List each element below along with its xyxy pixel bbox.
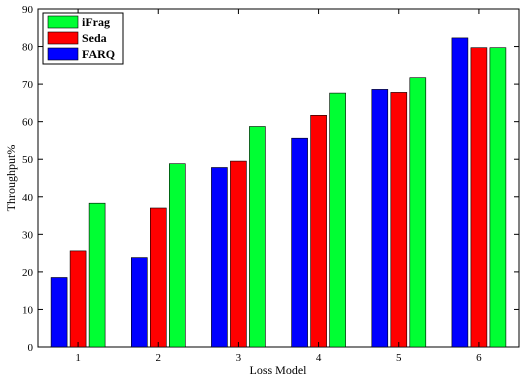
x-axis-label: Loss Model [250, 363, 308, 377]
bar-farq-4 [291, 137, 308, 348]
x-tick-label: 4 [316, 352, 322, 364]
bar-ifrag-5 [409, 77, 427, 348]
bar-seda-6 [470, 47, 488, 348]
legend-swatch-seda [47, 31, 79, 45]
bar-farq-3 [211, 167, 228, 348]
bar-ifrag-1 [88, 202, 106, 348]
legend: iFrag Seda FARQ [42, 12, 124, 65]
bar-seda-3 [230, 160, 247, 348]
legend-label-seda: Seda [82, 31, 107, 45]
y-tick-label: 10 [22, 304, 34, 316]
legend-label-farq: FARQ [82, 47, 115, 61]
y-axis-label: Throughput% [4, 145, 18, 212]
bar-seda-4 [310, 115, 327, 348]
plot-area [37, 8, 520, 348]
bar-ifrag-3 [249, 126, 266, 348]
legend-swatch-ifrag [47, 15, 79, 29]
bar-ifrag-2 [169, 163, 186, 348]
bar-ifrag-6 [489, 47, 507, 348]
x-tick-label: 3 [236, 352, 242, 364]
legend-swatch-farq [47, 47, 79, 61]
y-tick-label: 40 [22, 192, 34, 204]
bar-farq-2 [131, 257, 148, 348]
bar-seda-2 [150, 207, 167, 348]
y-tick-label: 70 [22, 79, 34, 91]
y-tick-label: 80 [22, 42, 34, 54]
x-tick-label: 2 [156, 352, 162, 364]
y-tick-label: 0 [28, 342, 34, 354]
x-tick-label: 6 [476, 352, 482, 364]
y-axis: 0 10 20 30 40 50 60 70 80 90 [22, 4, 519, 354]
legend-label-ifrag: iFrag [82, 15, 110, 29]
bar-ifrag-4 [329, 92, 346, 348]
bar-farq-1 [50, 277, 68, 348]
x-tick-label: 1 [75, 352, 81, 364]
y-tick-label: 20 [22, 267, 34, 279]
y-tick-label: 30 [22, 229, 34, 241]
bar-seda-1 [69, 250, 87, 348]
bar-farq-5 [371, 89, 389, 348]
y-tick-label: 50 [22, 154, 34, 166]
x-tick-label: 5 [396, 352, 402, 364]
y-tick-label: 60 [22, 117, 34, 129]
y-tick-label: 90 [22, 4, 34, 16]
bar-farq-6 [451, 37, 469, 348]
bars-layer [50, 37, 507, 348]
bar-seda-5 [390, 92, 408, 348]
